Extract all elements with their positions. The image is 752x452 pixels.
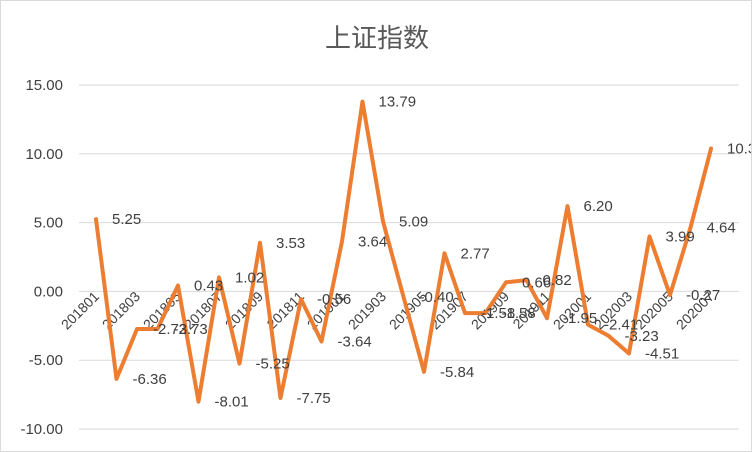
data-label: -0.40 [420,289,454,306]
y-tick-label: 10.00 [25,146,63,163]
data-label: 6.20 [584,198,613,215]
data-label: -0.27 [686,287,720,304]
data-label: -1.58 [481,305,515,322]
data-label: -4.51 [645,345,679,362]
data-label: -5.25 [256,356,290,373]
data-label: -2.41 [604,317,638,334]
data-label: -7.75 [297,390,331,407]
chart-title: 上证指数 [325,24,429,54]
data-label: -5.84 [440,364,474,381]
series-line [94,99,713,404]
y-tick-label: -10.00 [20,421,63,438]
data-label: 3.64 [358,233,387,250]
data-label: 4.64 [707,220,736,237]
data-label: 13.79 [379,94,417,111]
data-label: 0.66 [522,274,551,291]
y-tick-label: -5.00 [29,352,63,369]
x-tick-label: 201903 [345,288,389,332]
y-tick-label: 0.00 [34,283,63,300]
data-label: -3.23 [625,328,659,345]
gridlines [79,84,739,430]
data-label: -3.64 [338,333,372,350]
data-label: -1.58 [502,305,536,322]
data-label: 1.02 [235,269,264,286]
data-label: 2.77 [461,245,490,262]
y-tick-label: 5.00 [34,215,63,232]
data-label: -1.95 [563,310,597,327]
data-label: -2.73 [153,321,187,338]
x-tick-label: 201801 [58,288,102,332]
data-label: 3.99 [666,228,695,245]
data-labels: 5.25 -6.36 -2.73-2.73 0.43 -8.01 1.02 -5.25 3.5… [112,94,752,411]
data-label: 10.38 [727,141,752,158]
data-label: 3.53 [276,235,305,252]
data-label: -8.01 [215,394,249,411]
data-label: -2.73 [174,321,208,338]
data-label: 5.25 [112,211,141,228]
data-label: -0.56 [317,291,351,308]
data-points [95,101,712,402]
data-label: -6.36 [133,371,167,388]
y-axis-ticks: 15.00 10.00 5.00 0.00 -5.00 -10.00 [20,77,63,438]
y-tick-label: 15.00 [25,77,63,94]
data-label: 0.82 [543,272,572,289]
data-label: 0.43 [194,277,223,294]
data-label: 5.09 [399,213,428,230]
